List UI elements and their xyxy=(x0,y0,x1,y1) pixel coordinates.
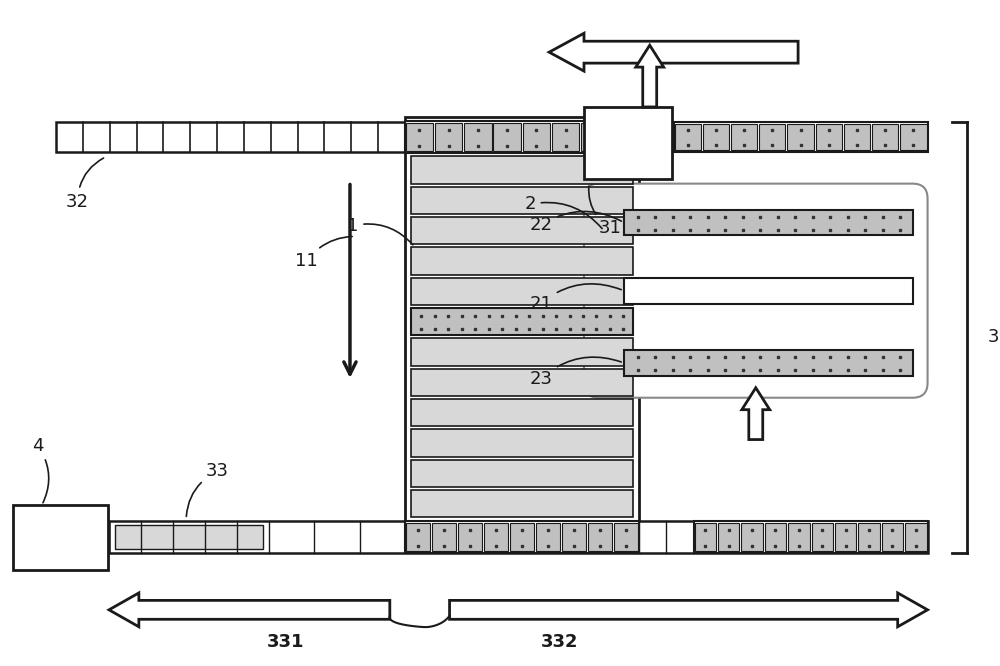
Bar xyxy=(812,523,833,551)
Bar xyxy=(411,338,633,366)
Bar xyxy=(624,210,913,235)
Bar xyxy=(411,157,633,184)
Text: 3: 3 xyxy=(987,328,999,346)
Bar xyxy=(406,523,430,551)
Text: 1: 1 xyxy=(347,216,413,245)
Bar xyxy=(411,368,633,396)
Bar xyxy=(624,350,913,376)
Bar xyxy=(411,490,633,517)
Bar xyxy=(858,523,880,551)
Text: 23: 23 xyxy=(529,357,621,388)
Bar xyxy=(56,122,405,152)
Bar xyxy=(464,123,492,151)
Bar xyxy=(493,123,521,151)
Bar xyxy=(674,122,928,152)
FancyArrow shape xyxy=(636,45,664,107)
Bar xyxy=(872,124,898,150)
Bar xyxy=(581,123,609,151)
FancyBboxPatch shape xyxy=(584,184,928,398)
Bar xyxy=(411,429,633,457)
Bar xyxy=(759,124,785,150)
Bar xyxy=(741,523,763,551)
Text: 32: 32 xyxy=(66,158,104,210)
Text: 4: 4 xyxy=(32,436,49,503)
Text: 31: 31 xyxy=(589,186,622,237)
Bar xyxy=(109,521,928,553)
Bar xyxy=(405,121,639,153)
Bar xyxy=(411,399,633,426)
Bar xyxy=(624,278,913,304)
FancyArrow shape xyxy=(109,593,390,627)
Bar xyxy=(115,525,263,549)
Bar xyxy=(405,117,639,523)
Bar xyxy=(765,523,786,551)
Bar xyxy=(411,460,633,487)
Bar xyxy=(552,123,579,151)
Bar xyxy=(536,523,560,551)
Bar xyxy=(458,523,482,551)
Bar xyxy=(411,308,633,335)
Bar xyxy=(882,523,903,551)
Bar xyxy=(13,505,108,570)
Text: 11: 11 xyxy=(295,236,352,270)
Bar xyxy=(675,124,701,150)
Bar xyxy=(844,124,870,150)
Bar xyxy=(523,123,550,151)
Bar xyxy=(411,186,633,214)
Bar xyxy=(835,523,856,551)
Bar xyxy=(588,523,612,551)
Bar xyxy=(510,523,534,551)
Bar xyxy=(411,278,633,305)
Text: 331: 331 xyxy=(266,633,304,651)
Bar xyxy=(816,124,842,150)
Bar xyxy=(718,523,739,551)
Bar xyxy=(905,523,927,551)
Bar xyxy=(584,107,672,178)
Bar xyxy=(611,123,638,151)
Bar xyxy=(788,523,810,551)
Bar xyxy=(432,523,456,551)
Bar xyxy=(406,123,433,151)
Bar xyxy=(731,124,757,150)
Bar xyxy=(435,123,462,151)
FancyArrow shape xyxy=(549,33,798,71)
Bar xyxy=(411,247,633,274)
FancyArrow shape xyxy=(742,388,770,440)
Text: 2: 2 xyxy=(524,195,602,228)
Text: 332: 332 xyxy=(540,633,578,651)
Bar xyxy=(614,523,638,551)
Bar xyxy=(695,523,716,551)
Bar xyxy=(411,126,633,153)
Bar xyxy=(703,124,729,150)
Bar xyxy=(562,523,586,551)
Bar xyxy=(694,521,928,553)
Text: 33: 33 xyxy=(186,462,229,516)
FancyArrow shape xyxy=(450,593,928,627)
Bar xyxy=(405,521,639,553)
Bar xyxy=(484,523,508,551)
Text: 21: 21 xyxy=(529,284,621,312)
Bar xyxy=(787,124,814,150)
Bar xyxy=(900,124,927,150)
Text: 22: 22 xyxy=(529,211,621,234)
Bar xyxy=(411,217,633,244)
